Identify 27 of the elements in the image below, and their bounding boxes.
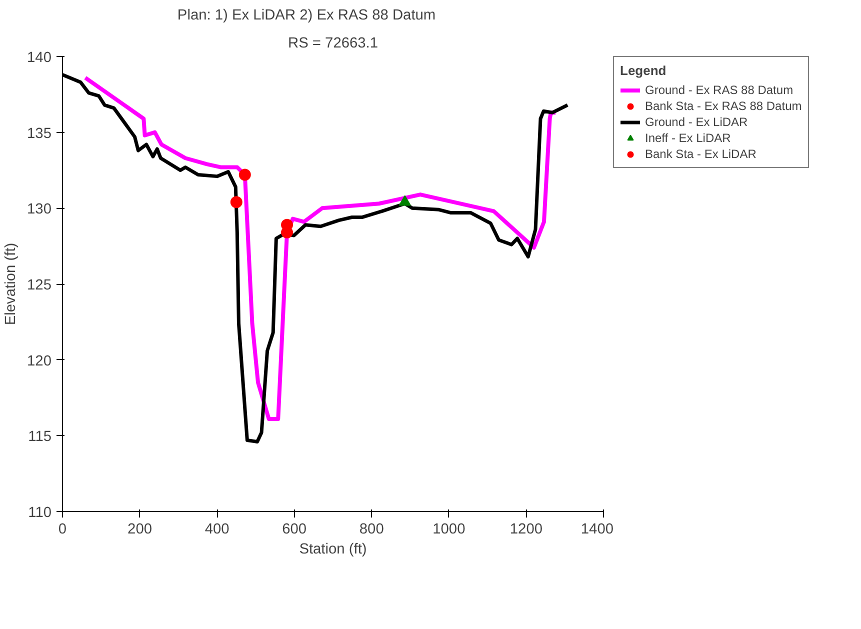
y-tick-label: 135: [27, 126, 52, 142]
x-tick-label: 200: [128, 522, 152, 538]
legend-label: Ground - Ex RAS 88 Datum: [645, 83, 794, 97]
point: [238, 168, 251, 181]
x-tick-label: 1200: [510, 522, 543, 538]
y-tick-label: 130: [27, 202, 52, 218]
y-tick-label: 140: [27, 50, 52, 66]
x-tick-label: 1000: [432, 522, 466, 538]
legend-title: Legend: [620, 63, 668, 78]
y-tick-label: 115: [28, 429, 52, 446]
x-tick-label: 0: [58, 522, 67, 538]
legend-label: Ground - Ex LiDAR: [645, 115, 748, 129]
y-tick-label: 120: [27, 353, 52, 370]
legend-label: Bank Sta - Ex RAS 88 Datum: [645, 99, 802, 113]
x-tick-label: 1400: [580, 522, 614, 538]
y-axis-title: Elevation (ft): [3, 242, 20, 326]
legend-label: Ineff - Ex LiDAR: [645, 131, 731, 145]
legend-label: Bank Sta - Ex LiDAR: [645, 147, 756, 161]
y-tick-label: 125: [27, 278, 52, 294]
point: [230, 196, 242, 208]
x-tick-label: 600: [282, 522, 307, 538]
y-tick-label: 110: [28, 505, 52, 521]
chart-subtitle: RS = 72663.1: [288, 36, 378, 52]
x-tick-label: 400: [204, 522, 230, 538]
x-axis-title: Station (ft): [299, 542, 367, 558]
x-tick-label: 800: [359, 522, 384, 538]
chart-title: Plan: 1) Ex LiDAR 2) Ex RAS 88 Datum: [177, 8, 436, 24]
